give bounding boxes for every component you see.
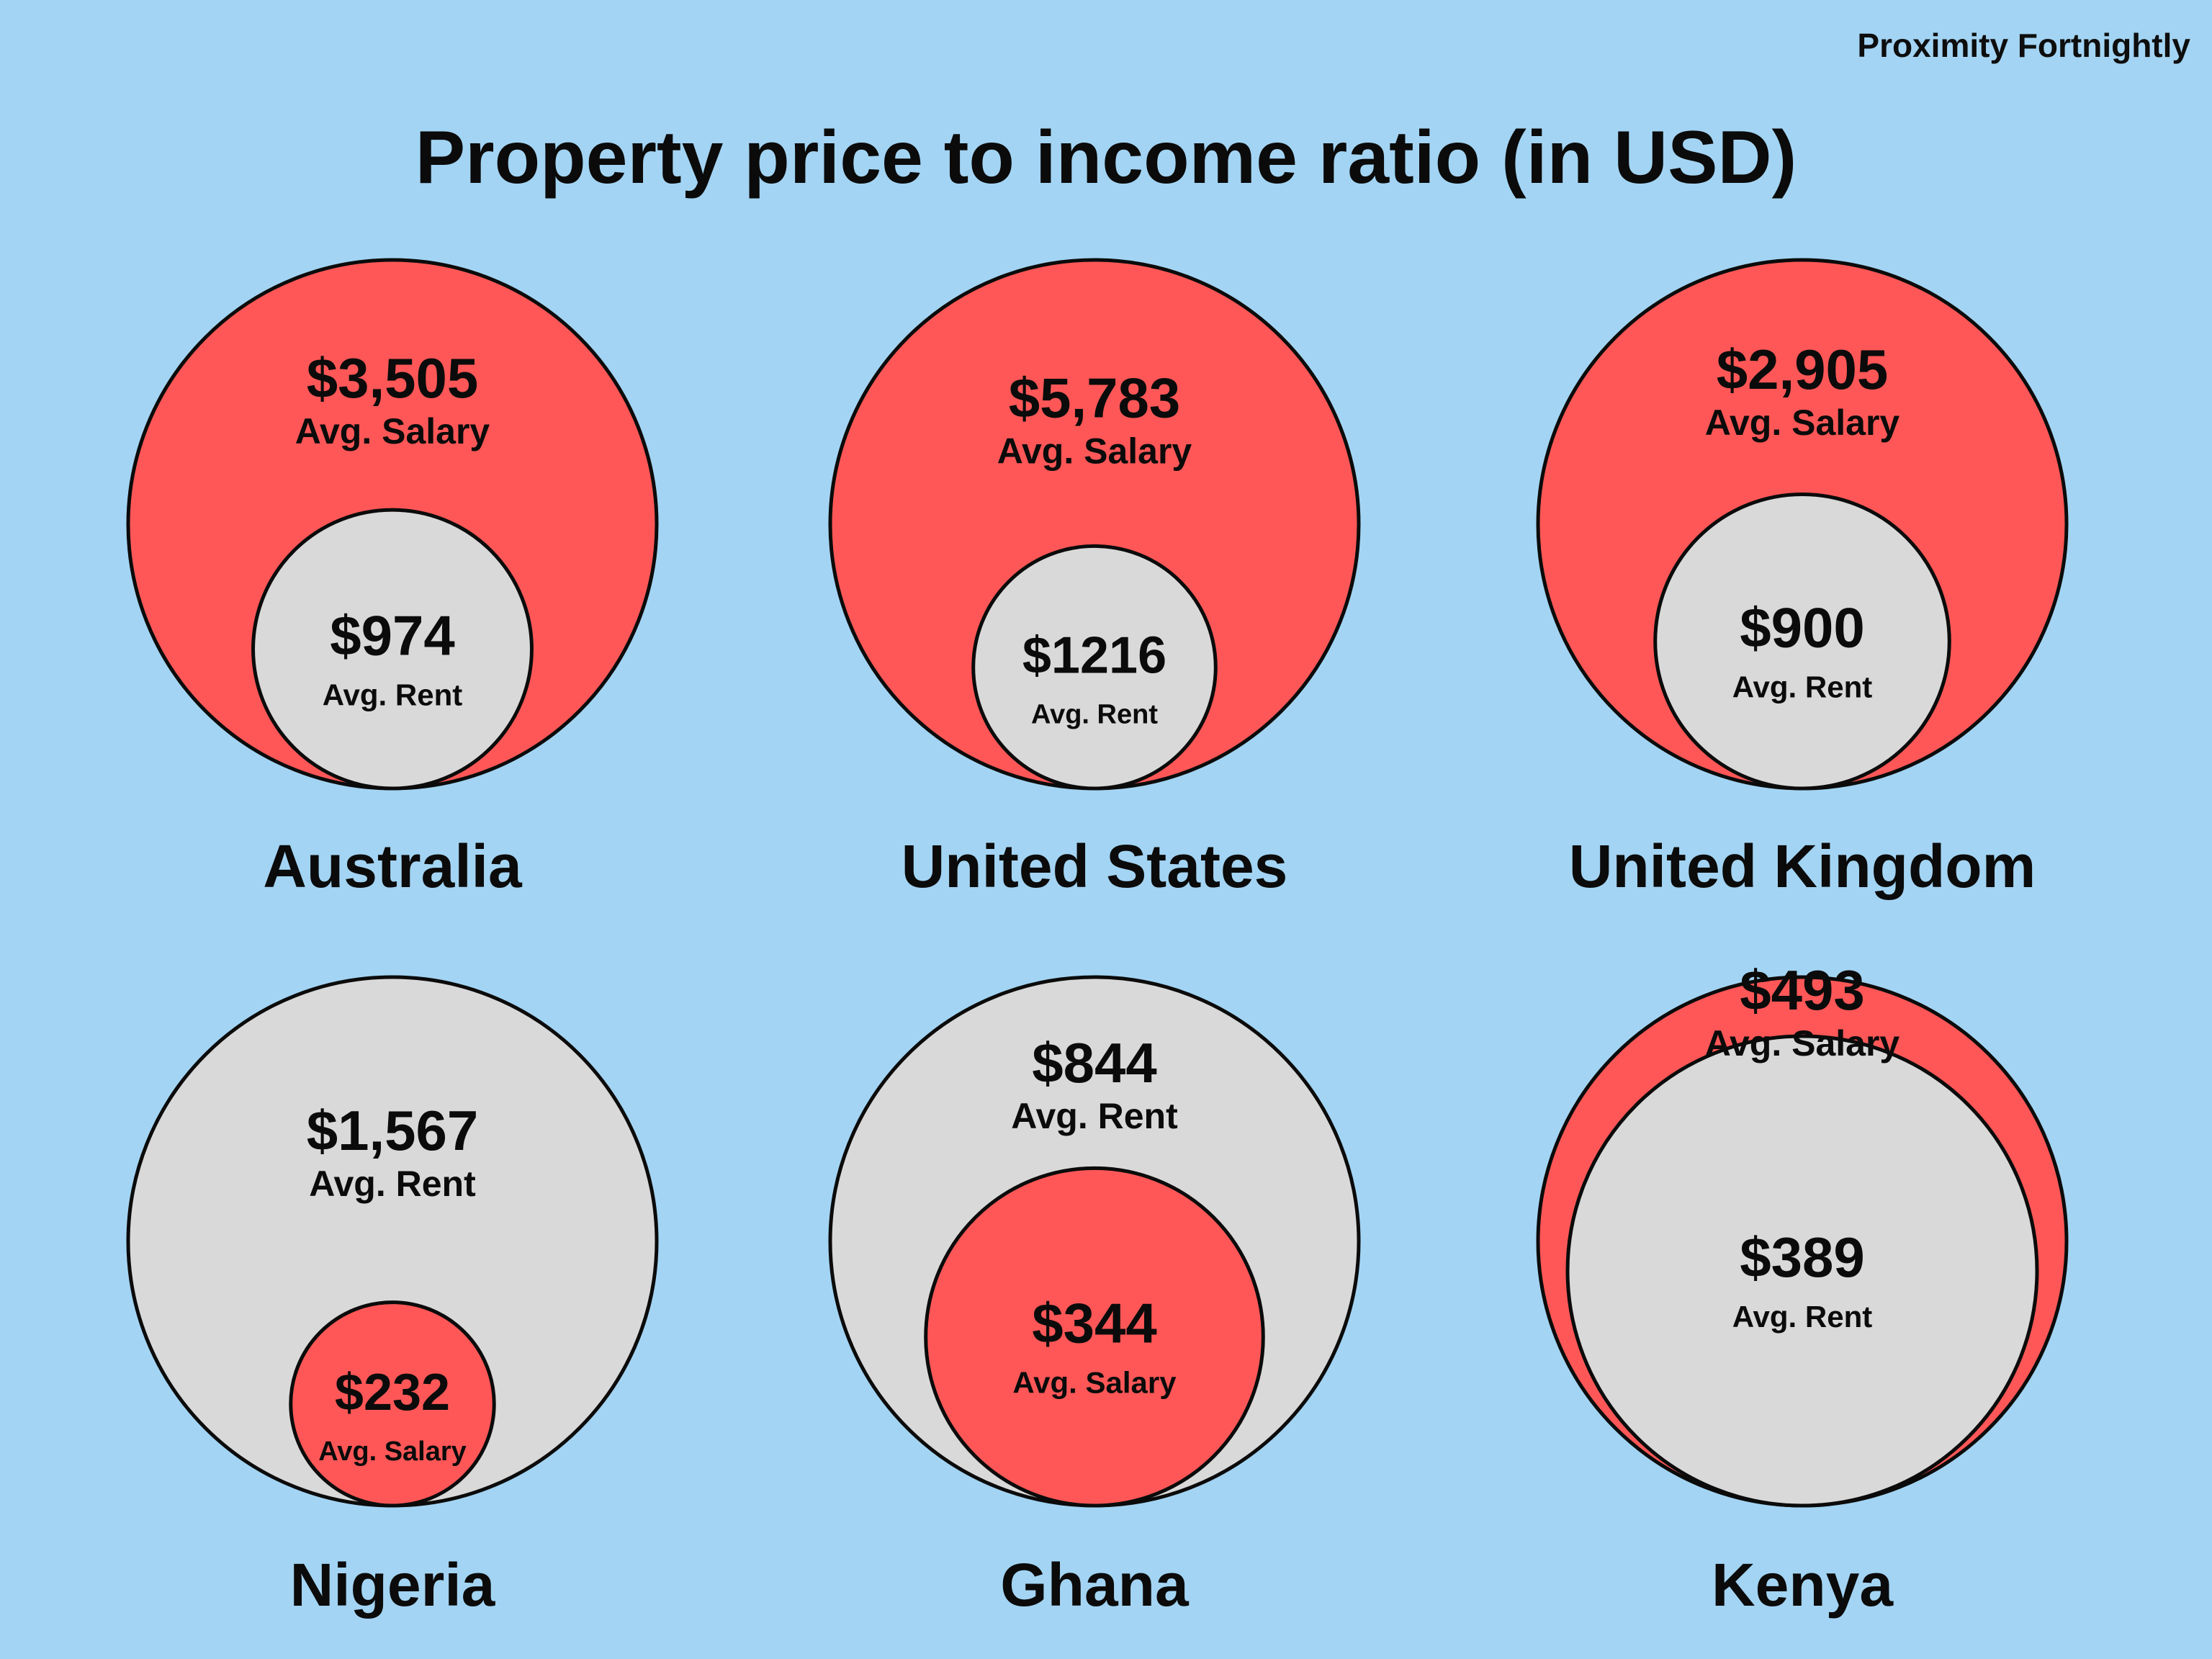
value-label-rent: $974 [330, 604, 455, 667]
series-label-salary: Avg. Salary [318, 1437, 467, 1467]
series-label-salary: Avg. Salary [295, 411, 490, 451]
series-label-rent: Avg. Rent [1031, 700, 1158, 730]
country-label: Nigeria [290, 1551, 496, 1619]
inner-circle-rent [1653, 492, 1951, 791]
inner-circle-rent [1565, 1034, 2039, 1508]
inner-circle-salary [924, 1166, 1265, 1508]
series-label-rent: Avg. Rent [1732, 670, 1872, 704]
inner-circle-rent [971, 544, 1218, 791]
series-label-rent: Avg. Rent [309, 1164, 476, 1204]
series-label-salary: Avg. Salary [1705, 1023, 1900, 1064]
series-label-salary: Avg. Salary [997, 431, 1192, 472]
value-label-salary: $344 [1032, 1292, 1157, 1355]
inner-circle-rent [251, 508, 534, 791]
value-label-rent: $1,567 [307, 1099, 479, 1162]
value-label-rent: $1216 [1022, 627, 1166, 685]
series-label-rent: Avg. Rent [1011, 1096, 1178, 1136]
series-label-rent: Avg. Rent [323, 678, 462, 712]
value-label-salary: $493 [1740, 958, 1865, 1022]
country-label: Ghana [1000, 1551, 1190, 1619]
value-label-rent: $844 [1032, 1031, 1157, 1094]
value-label-salary: $3,505 [307, 346, 479, 410]
value-label-rent: $389 [1740, 1226, 1865, 1289]
value-label-salary: $232 [335, 1364, 450, 1421]
page-title: Property price to income ratio (in USD) [415, 116, 1797, 199]
value-label-rent: $900 [1740, 596, 1865, 660]
series-label-salary: Avg. Salary [1705, 403, 1900, 443]
value-label-salary: $5,783 [1009, 367, 1181, 430]
value-label-salary: $2,905 [1717, 338, 1889, 401]
country-label: United States [902, 832, 1288, 900]
series-label-salary: Avg. Salary [1012, 1366, 1177, 1400]
inner-circle-salary [289, 1300, 496, 1508]
country-label: Kenya [1712, 1551, 1894, 1619]
country-label: Australia [263, 832, 523, 900]
brand-name: Proximity Fortnightly [1857, 27, 2190, 64]
country-label: United Kingdom [1569, 832, 2036, 900]
series-label-rent: Avg. Rent [1732, 1300, 1872, 1334]
